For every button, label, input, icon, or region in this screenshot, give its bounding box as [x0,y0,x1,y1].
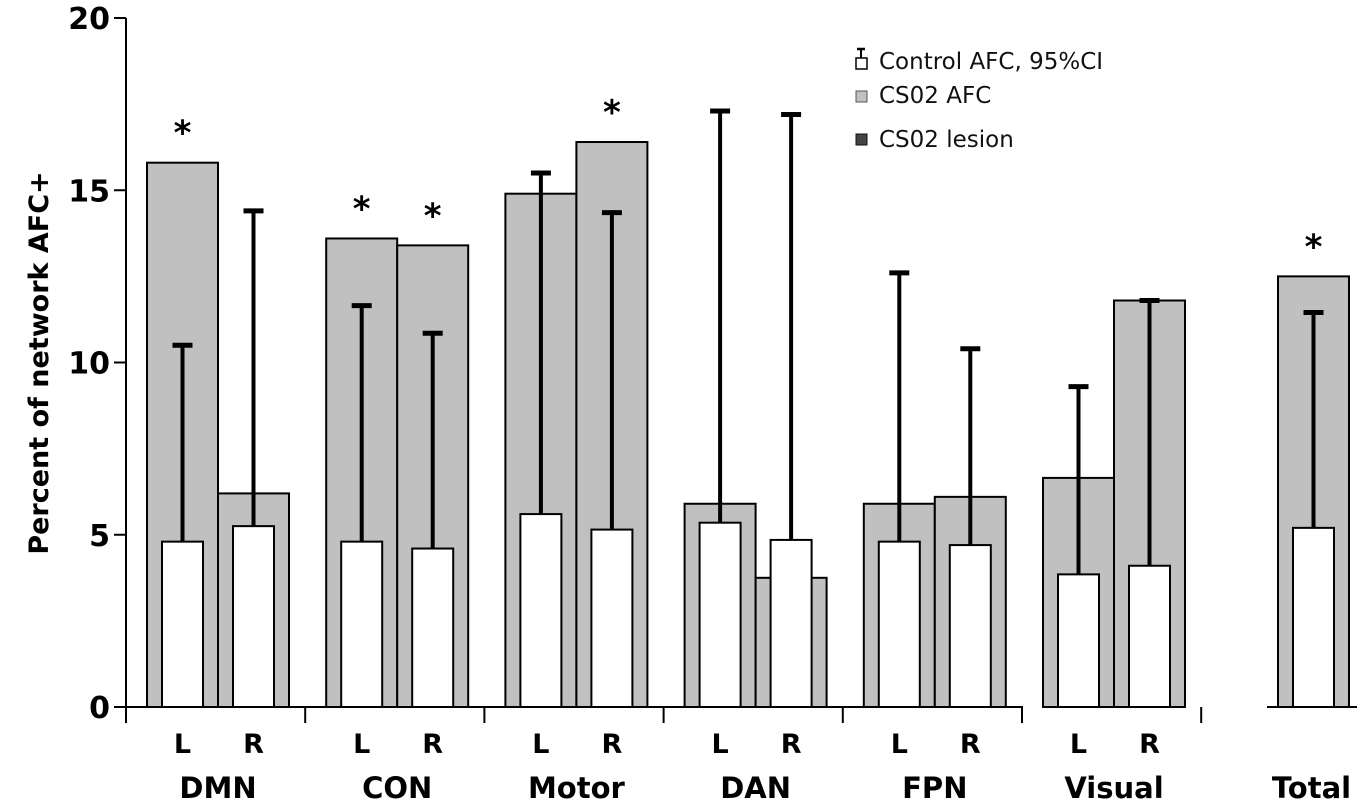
significance-star: * [353,189,371,229]
control-afc-bar [519,513,563,709]
x-side-label: R [1139,729,1160,760]
x-side-label: L [353,729,370,760]
light-gray-box-icon [855,90,868,103]
legend-label-cs02-lesion: CS02 lesion [879,127,1014,153]
x-side-label: R [781,729,802,760]
y-axis: 0 5 10 15 20 [68,2,127,726]
legend-item-control: Control AFC, 95%CI [855,47,1103,75]
x-side-label: R [422,729,443,760]
control-afc-bar [1128,564,1171,708]
white-box-with-errorbar-icon [855,47,868,70]
y-tick-label: 10 [68,347,110,382]
significance-star: * [424,196,442,236]
x-side-label: R [602,729,623,760]
y-axis-label: Percent of network AFC+ [24,171,55,554]
x-category-label: DMN [179,771,256,805]
control-afc-bar [698,521,742,708]
control-afc-bar [340,540,384,709]
control-afc-bar [877,540,921,709]
legend-item-cs02-afc: CS02 AFC [855,83,991,109]
total-control-afc-bar [1292,526,1335,708]
control-afc-bar [769,538,813,708]
legend: Control AFC, 95%CI CS02 AFC CS02 lesion [855,47,1103,153]
x-side-label: L [174,729,191,760]
legend-label-control: Control AFC, 95%CI [879,49,1103,75]
legend-item-cs02-lesion: CS02 lesion [855,127,1014,153]
x-category-label: CON [362,771,432,805]
x-side-label: L [711,729,728,760]
control-afc-bar [948,544,992,709]
y-tick-label: 5 [89,519,110,554]
significance-star: * [1305,227,1323,267]
control-afc-bar [590,528,634,709]
x-side-label: L [1070,729,1087,760]
x-category-label-total: Total [1272,771,1351,805]
y-tick-label: 0 [89,691,110,726]
significance-star: * [174,114,192,154]
significance-star: * [603,93,621,133]
legend-label-cs02-afc: CS02 AFC [879,83,991,109]
control-afc-bar [232,525,275,709]
control-afc-bar [1057,573,1100,708]
x-side-label: L [532,729,549,760]
control-afc-bar [411,547,455,709]
x-category-label: FPN [902,771,967,805]
x-side-label: L [891,729,908,760]
x-category-label: Motor [528,771,626,805]
dark-gray-box-icon [855,133,868,146]
bars-layer: * * * * * [146,93,1350,709]
x-category-label: Visual [1064,771,1163,805]
x-axis: L R DMN L R CON L R Motor L R DAN L R FPN L R Visual Total [125,706,1357,805]
y-tick-label: 20 [68,2,110,37]
y-tick-label: 15 [68,174,110,209]
x-category-label: DAN [720,771,791,805]
x-side-label: R [960,729,981,760]
control-afc-bar [161,540,204,709]
x-side-label: R [243,729,264,760]
